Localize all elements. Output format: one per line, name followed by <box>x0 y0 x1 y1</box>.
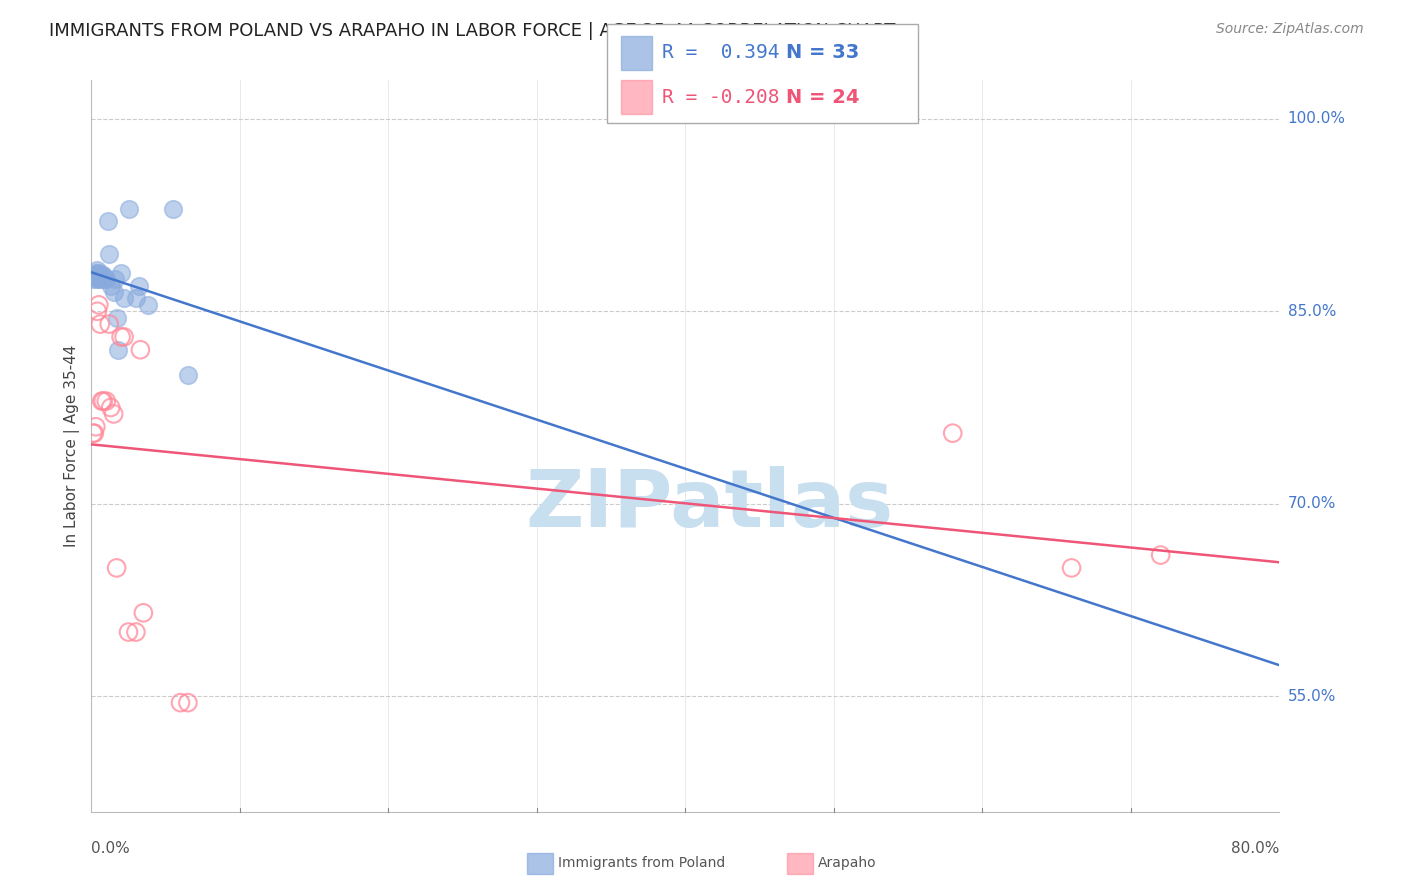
Point <box>117 625 139 640</box>
Point <box>169 696 191 710</box>
Text: 80.0%: 80.0% <box>1232 841 1279 856</box>
Point <box>162 202 184 216</box>
Text: ZIPatlas: ZIPatlas <box>524 466 893 543</box>
Point <box>132 606 155 620</box>
Point <box>129 343 152 357</box>
Point <box>84 266 107 280</box>
Text: 85.0%: 85.0% <box>1288 304 1336 318</box>
Point <box>86 272 108 286</box>
Text: N = 33: N = 33 <box>786 44 859 62</box>
Point <box>177 696 200 710</box>
Text: R = -0.208: R = -0.208 <box>662 87 780 106</box>
Point <box>100 401 122 415</box>
Point <box>105 561 128 575</box>
Point <box>86 263 108 277</box>
Point <box>104 272 127 286</box>
Point <box>87 298 110 312</box>
Point <box>87 268 110 283</box>
Text: 0.0%: 0.0% <box>91 841 131 856</box>
Point <box>89 317 111 331</box>
Point <box>1060 561 1083 575</box>
Point <box>82 426 104 441</box>
Point <box>89 268 111 283</box>
Point <box>112 292 135 306</box>
Point <box>91 394 114 409</box>
Point <box>105 310 128 325</box>
Point <box>177 368 200 383</box>
Point <box>91 268 114 283</box>
Point <box>89 268 111 283</box>
Point <box>125 292 148 306</box>
Point <box>117 202 139 216</box>
Point <box>100 278 122 293</box>
Point <box>84 419 107 434</box>
Point <box>942 426 965 441</box>
Point <box>96 394 118 409</box>
Text: 100.0%: 100.0% <box>1288 112 1346 127</box>
Text: Immigrants from Poland: Immigrants from Poland <box>558 856 725 871</box>
Point <box>94 272 117 286</box>
Text: N = 24: N = 24 <box>786 87 859 106</box>
Point <box>1149 548 1171 562</box>
Text: Source: ZipAtlas.com: Source: ZipAtlas.com <box>1216 22 1364 37</box>
Point <box>110 330 132 344</box>
Point <box>128 278 150 293</box>
Text: R =  0.394: R = 0.394 <box>662 44 780 62</box>
Y-axis label: In Labor Force | Age 35-44: In Labor Force | Age 35-44 <box>65 345 80 547</box>
Point <box>86 304 108 318</box>
Point <box>98 317 121 331</box>
Point <box>97 214 120 228</box>
Point <box>96 272 118 286</box>
Point <box>103 285 125 299</box>
Point <box>107 343 129 357</box>
Point <box>110 266 132 280</box>
Text: 70.0%: 70.0% <box>1288 496 1336 511</box>
Point <box>89 269 111 284</box>
Text: Arapaho: Arapaho <box>818 856 877 871</box>
Point <box>103 407 125 421</box>
Text: 55.0%: 55.0% <box>1288 689 1336 704</box>
Point <box>98 246 121 260</box>
Point <box>91 271 114 285</box>
Text: IMMIGRANTS FROM POLAND VS ARAPAHO IN LABOR FORCE | AGE 35-44 CORRELATION CHART: IMMIGRANTS FROM POLAND VS ARAPAHO IN LAB… <box>49 22 896 40</box>
Point <box>125 625 148 640</box>
Point <box>83 268 105 283</box>
Point <box>90 272 112 286</box>
Point <box>84 269 107 284</box>
Point <box>90 394 112 409</box>
Point <box>87 266 110 280</box>
Point <box>87 272 110 286</box>
Point <box>90 268 112 283</box>
Point <box>82 272 104 286</box>
Point <box>83 426 105 441</box>
Point <box>112 330 135 344</box>
Point <box>136 298 159 312</box>
